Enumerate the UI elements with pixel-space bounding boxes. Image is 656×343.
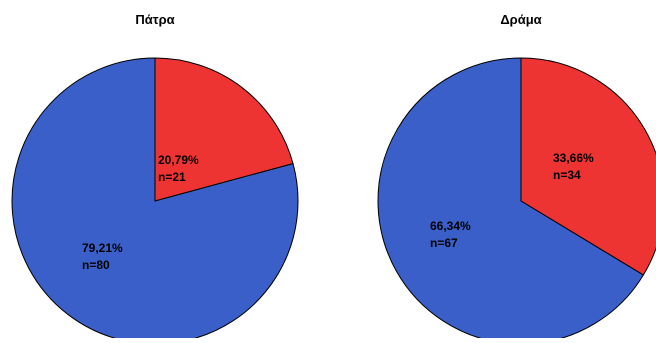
pie-chart-patra: Πάτρα 20,79% n=21 79,21% n=80 <box>11 12 299 343</box>
pie-slice-drama-0 <box>520 57 656 276</box>
slice-percent-label-patra-0: 20,79% <box>158 153 199 167</box>
slice-n-label-patra-1: n=80 <box>82 258 110 272</box>
slice-percent-label-drama-0: 33,66% <box>553 151 594 165</box>
slice-percent-label-drama-1: 66,34% <box>430 219 471 233</box>
pie-labels-drama: 33,66% n=34 66,34% n=67 <box>430 151 594 250</box>
pie-slice-patra-1 <box>11 57 299 343</box>
chart-title-drama: Δράμα <box>500 12 541 27</box>
pie-labels-patra: 20,79% n=21 79,21% n=80 <box>82 153 199 272</box>
slice-n-label-drama-0: n=34 <box>553 168 581 182</box>
pie-chart-drama: Δράμα 33,66% n=34 66,34% n=67 <box>377 12 656 343</box>
pie-slice-drama-1 <box>377 57 645 343</box>
slice-n-label-patra-0: n=21 <box>158 170 186 184</box>
slice-percent-label-patra-1: 79,21% <box>82 241 123 255</box>
chart-title-patra: Πάτρα <box>135 12 174 27</box>
pie-slices-drama <box>377 57 656 343</box>
slice-n-label-drama-1: n=67 <box>430 236 458 250</box>
pie-slices-patra <box>11 57 299 343</box>
pie-slice-patra-0 <box>154 57 294 202</box>
